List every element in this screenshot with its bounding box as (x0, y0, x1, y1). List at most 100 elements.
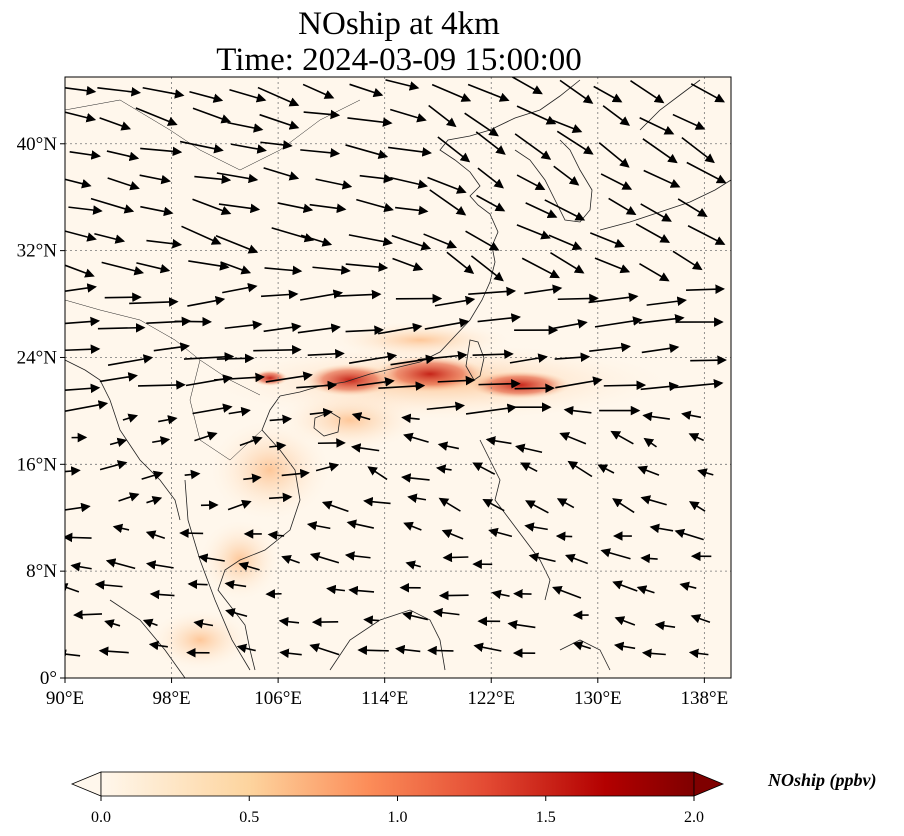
wind-arrow (639, 117, 675, 135)
wind-arrow (640, 553, 658, 564)
wind-arrow (260, 140, 293, 150)
wind-arrow (260, 289, 299, 300)
wind-arrow (681, 410, 702, 421)
wind-arrow (309, 552, 340, 564)
wind-arrow (612, 498, 635, 514)
lon-tick-label: 106°E (254, 688, 302, 709)
wind-arrow (636, 585, 655, 595)
wind-arrow (613, 641, 636, 652)
wind-arrow (441, 529, 464, 540)
wind-arrow (403, 521, 422, 531)
wind-arrow (243, 473, 262, 484)
lat-tick-label: 16°N (17, 454, 58, 475)
wind-arrow (184, 469, 201, 480)
wind-arrow (435, 464, 452, 474)
wind-arrow (472, 349, 514, 360)
wind-arrow (407, 493, 427, 503)
wind-arrow (118, 492, 140, 502)
warm-patch (150, 610, 250, 670)
wind-arrow (351, 412, 371, 422)
wind-arrow (300, 289, 344, 301)
wind-arrow (385, 79, 420, 91)
wind-arrow (306, 521, 331, 531)
sumatra-coast (109, 599, 186, 678)
wind-arrow (465, 403, 517, 415)
wind-arrow (594, 316, 643, 328)
wind-arrow (303, 109, 341, 120)
wind-arrow (485, 436, 512, 446)
wind-arrow (525, 500, 549, 514)
wind-arrow (109, 437, 128, 448)
wind-arrow (520, 462, 538, 473)
wind-arrow (589, 342, 631, 353)
wind-arrow (224, 579, 247, 590)
wind-arrow (158, 414, 178, 425)
wind-arrow (552, 119, 583, 134)
wind-arrow (446, 251, 475, 275)
wind-arrow (423, 233, 458, 249)
wind-arrow (122, 413, 139, 423)
wind-arrow (312, 265, 351, 275)
wind-arrow (146, 495, 163, 506)
wind-arrow (686, 161, 727, 184)
wind-arrow (378, 381, 426, 391)
wind-arrow (94, 232, 126, 244)
colorbar-ticks: 0.0 0.5 1.0 1.5 2.0 (91, 796, 704, 826)
wind-arrow (594, 257, 631, 274)
wind-arrow (349, 83, 384, 98)
wind-arrow (281, 555, 300, 565)
wind-arrow (140, 146, 183, 157)
wind-arrow (438, 497, 461, 512)
wind-arrow (600, 548, 631, 560)
wind-arrow (216, 353, 255, 364)
wind-arrow (641, 648, 666, 659)
wind-arrow (528, 552, 556, 563)
wind-arrow (347, 117, 393, 127)
wind-arrow (557, 293, 599, 304)
wind-arrow (239, 435, 263, 447)
wind-arrow (437, 136, 471, 163)
wind-arrow (146, 238, 183, 249)
wind-arrow (417, 350, 468, 361)
wind-arrow (550, 252, 585, 274)
wind-arrow (524, 522, 548, 532)
wind-arrow (192, 403, 233, 415)
wind-arrow (277, 202, 314, 214)
wind-arrow (356, 198, 394, 213)
lat-tick-label: 24°N (17, 347, 58, 368)
wind-arrow (268, 492, 293, 503)
wind-arrow (559, 79, 594, 104)
wind-arrow (136, 262, 171, 274)
taiwan-coast (465, 339, 485, 381)
wind-arrow (271, 227, 315, 243)
china-coast (279, 79, 581, 397)
wind-arrow (315, 178, 353, 190)
wind-arrow (70, 562, 92, 572)
wind-arrow (222, 282, 258, 294)
borneo-coast (329, 609, 446, 671)
wind-arrow (279, 648, 302, 659)
wind-arrow (65, 466, 81, 476)
hotspot-taiwan-strait (375, 356, 485, 392)
wind-arrow (686, 284, 725, 295)
wind-arrow (65, 264, 95, 278)
wind-arrow (263, 167, 300, 181)
wind-arrow (434, 295, 476, 307)
wind-arrow (149, 589, 175, 600)
wind-arrow (600, 173, 633, 190)
wind-arrow (345, 262, 389, 272)
wind-arrow (269, 414, 293, 425)
wind-arrow (488, 527, 513, 538)
wind-arrow (238, 561, 260, 571)
wind-arrow (640, 203, 672, 222)
wind-arrow (467, 83, 510, 102)
wind-arrow (672, 250, 703, 271)
wind-arrow (564, 553, 589, 565)
wind-arrow (97, 87, 142, 97)
wind-arrow (187, 295, 226, 307)
wind-arrow (220, 261, 252, 275)
wind-arrow (106, 150, 140, 162)
wind-arrow (107, 354, 154, 366)
bay-bengal-coast (65, 359, 181, 521)
wind-arrow (377, 322, 423, 335)
